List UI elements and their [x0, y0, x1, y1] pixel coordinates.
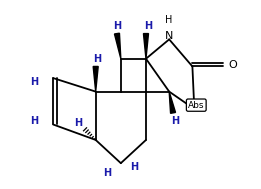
Text: H: H	[113, 21, 121, 31]
Text: H: H	[30, 116, 38, 126]
Text: H: H	[171, 116, 179, 126]
Text: Abs: Abs	[188, 101, 205, 110]
Polygon shape	[93, 67, 98, 92]
Text: H: H	[93, 54, 102, 64]
Text: O: O	[229, 60, 238, 70]
Text: H: H	[74, 118, 82, 128]
Text: H: H	[130, 162, 138, 172]
Text: H: H	[103, 168, 111, 178]
Text: N: N	[165, 30, 173, 40]
Text: H: H	[30, 77, 38, 87]
Polygon shape	[169, 92, 176, 113]
Polygon shape	[115, 33, 121, 59]
Text: H: H	[144, 21, 152, 31]
Polygon shape	[144, 34, 149, 59]
Text: H: H	[165, 15, 173, 25]
